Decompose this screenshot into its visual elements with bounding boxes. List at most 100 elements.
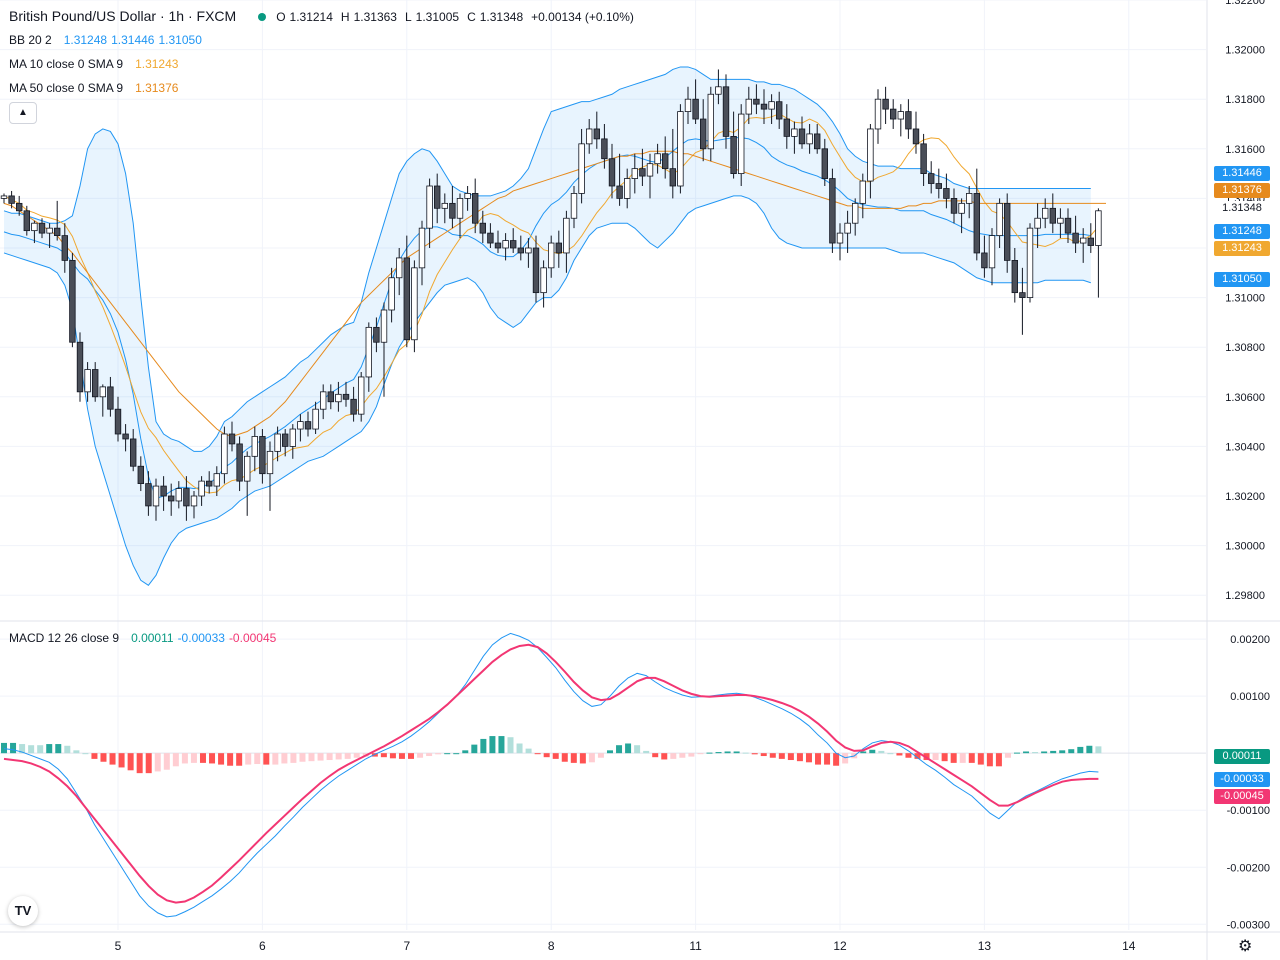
macd-histogram-bar bbox=[878, 750, 885, 754]
macd-histogram-bar bbox=[127, 753, 134, 771]
candle-body bbox=[441, 202, 448, 209]
candle-body bbox=[251, 436, 258, 457]
candle-body bbox=[662, 153, 669, 170]
candle-body bbox=[31, 222, 38, 232]
macd-histogram-bar bbox=[28, 745, 35, 754]
candle-body bbox=[403, 257, 410, 341]
macd-histogram-bar bbox=[1023, 751, 1030, 754]
time-tick-label: 6 bbox=[259, 939, 266, 953]
macd-tick-label: -0.00300 bbox=[1227, 919, 1270, 931]
macd-histogram-bar bbox=[453, 753, 460, 755]
macd-histogram-bar bbox=[561, 753, 568, 762]
macd-histogram-bar bbox=[344, 753, 351, 759]
time-tick-label: 14 bbox=[1122, 939, 1136, 953]
macd-histogram-bar bbox=[1032, 752, 1039, 754]
candle-body bbox=[38, 222, 46, 234]
macd-histogram-bar bbox=[950, 753, 957, 763]
close-value: 1.31348 bbox=[479, 10, 524, 24]
tradingview-logo[interactable]: TV bbox=[8, 896, 38, 926]
open-label: O bbox=[276, 10, 286, 24]
candle-body bbox=[973, 193, 980, 254]
ma10-legend[interactable]: MA 10 close 0 SMA 9 1.31243 bbox=[9, 56, 182, 72]
macd-histogram-bar bbox=[1004, 753, 1011, 758]
macd-legend[interactable]: MACD 12 26 close 9 0.00011 -0.00033 -0.0004… bbox=[9, 630, 280, 646]
macd-histogram-bar bbox=[1086, 745, 1093, 754]
macd-histogram-bar bbox=[606, 750, 613, 754]
symbol-title[interactable]: British Pound/US Dollar · 1h · FXCM bbox=[9, 8, 237, 24]
candle-body bbox=[722, 86, 730, 137]
candle-body bbox=[821, 148, 828, 179]
candle-body bbox=[319, 391, 327, 410]
candle-body bbox=[373, 326, 380, 343]
candle-body bbox=[350, 398, 357, 415]
price-tick-label: 1.30000 bbox=[1225, 541, 1265, 553]
candle-body bbox=[958, 202, 965, 214]
candle-body bbox=[312, 408, 319, 430]
macd-histogram-bar bbox=[1059, 750, 1066, 754]
macd-histogram-bar bbox=[380, 753, 387, 758]
macd-histogram-bar bbox=[1013, 752, 1020, 754]
macd-histogram-bar bbox=[172, 753, 179, 767]
macd-histogram-bar bbox=[733, 751, 740, 754]
macd-histogram-bar bbox=[796, 753, 803, 762]
candle-body bbox=[715, 86, 722, 95]
time-tick-label: 7 bbox=[403, 939, 410, 953]
macd-histogram-bar bbox=[444, 753, 451, 755]
candle-body bbox=[852, 202, 859, 224]
candle-body bbox=[814, 133, 821, 150]
price-tick-label: 1.30800 bbox=[1225, 342, 1265, 354]
macd-histogram-bar bbox=[335, 753, 342, 760]
macd-signal-line bbox=[3, 643, 1099, 904]
candle-body bbox=[1072, 232, 1079, 244]
candle-body bbox=[426, 185, 433, 229]
macd-histogram-bar bbox=[805, 753, 812, 763]
macd-tick-label: 0.00200 bbox=[1230, 634, 1270, 646]
time-tick-label: 5 bbox=[115, 939, 122, 953]
macd-histogram-bar bbox=[1050, 750, 1057, 754]
macd-histogram-bar bbox=[616, 745, 623, 754]
candle-body bbox=[646, 163, 654, 177]
bb-basis-line bbox=[3, 137, 1091, 500]
candle-body bbox=[190, 495, 198, 507]
macd-histogram-bar bbox=[389, 753, 396, 759]
candle-body bbox=[700, 118, 707, 150]
price-tick-label: 1.32200 bbox=[1225, 0, 1265, 7]
candle-body bbox=[418, 227, 426, 269]
candle-body bbox=[798, 128, 806, 145]
macd-histogram-bar bbox=[82, 753, 89, 755]
macd-histogram-bar bbox=[181, 753, 188, 764]
macd-histogram-bar bbox=[887, 753, 894, 755]
candle-body bbox=[829, 178, 836, 244]
candle-body bbox=[433, 185, 441, 209]
macd-histogram-bar bbox=[941, 753, 948, 762]
gear-icon[interactable]: ⚙ bbox=[1238, 938, 1253, 955]
ma50-line bbox=[3, 150, 1106, 438]
candle-body bbox=[532, 247, 540, 294]
candle-body bbox=[183, 488, 190, 507]
macd-histogram-bar bbox=[968, 753, 975, 763]
candle-body bbox=[46, 227, 53, 234]
bb-upper-price-tag: 1.31446 bbox=[1214, 166, 1270, 181]
candle-body bbox=[928, 173, 935, 184]
candle-body bbox=[730, 135, 737, 174]
candle-body bbox=[502, 240, 509, 249]
candle-body bbox=[806, 133, 813, 145]
ma50-price-tag: 1.31376 bbox=[1214, 183, 1270, 198]
macd-histogram-bar bbox=[118, 753, 125, 768]
macd-histogram-bar bbox=[1041, 751, 1048, 754]
macd-histogram-bar bbox=[263, 753, 270, 765]
bb-lower-line bbox=[3, 195, 1091, 586]
candle-body bbox=[1004, 202, 1011, 261]
macd-histogram-bar bbox=[769, 753, 776, 758]
price-tick-label: 1.32000 bbox=[1225, 45, 1265, 57]
bb-legend[interactable]: BB 20 2 1.31248 1.31446 1.31050 bbox=[9, 32, 206, 48]
collapse-legend-button[interactable]: ▲ bbox=[9, 102, 37, 124]
macd-histogram-bar bbox=[100, 753, 107, 762]
ma50-legend[interactable]: MA 50 close 0 SMA 9 1.31376 bbox=[9, 80, 182, 96]
candle-body bbox=[882, 98, 889, 110]
ma50-label: MA 50 close 0 SMA 9 bbox=[9, 81, 124, 95]
macd-histogram-bar bbox=[706, 752, 713, 754]
candle-body bbox=[639, 168, 646, 177]
candle-body bbox=[54, 227, 61, 237]
